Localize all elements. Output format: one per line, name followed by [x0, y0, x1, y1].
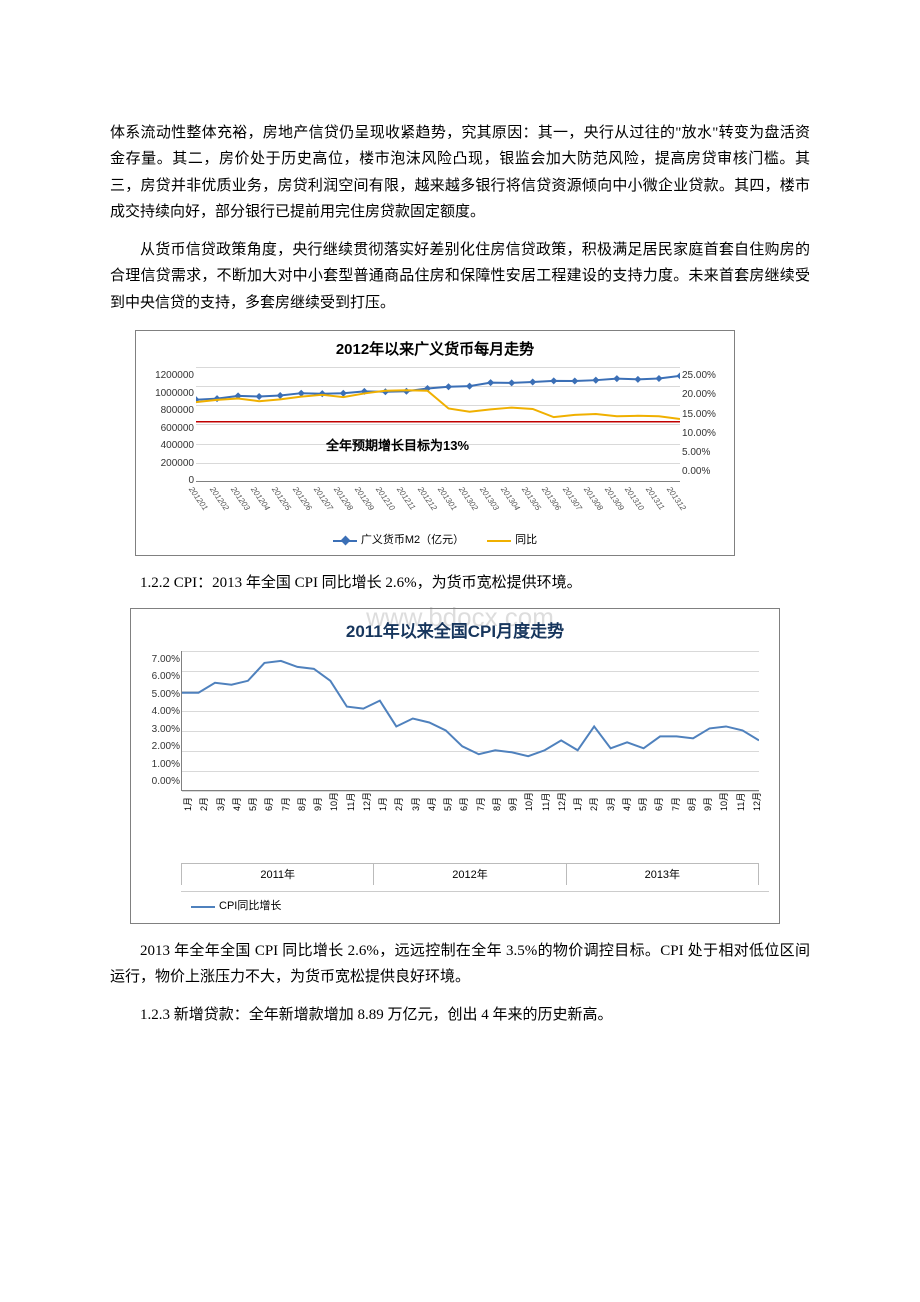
- chart1-legend: 广义货币M2（亿元） 同比: [146, 526, 724, 551]
- legend-yoy: 同比: [515, 531, 537, 550]
- paragraph-2: 从货币信贷政策角度，央行继续贯彻落实好差别化住房信贷政策，积极满足居民家庭首套自…: [110, 237, 810, 316]
- legend-cpi: CPI同比增长: [219, 897, 281, 916]
- chart2-plot-area: 7.00%6.00%5.00%4.00%3.00%2.00%1.00%0.00%: [181, 651, 759, 791]
- chart2-legend: CPI同比增长: [181, 891, 769, 917]
- chart1-title: 2012年以来广义货币每月走势: [146, 337, 724, 363]
- chart1-annotation: 全年预期增长目标为13%: [326, 435, 469, 458]
- paragraph-3: 2013 年全年全国 CPI 同比增长 2.6%，远远控制在全年 3.5%的物价…: [110, 938, 810, 991]
- chart2-title: 2011年以来全国CPI月度走势: [141, 617, 769, 647]
- chart-cpi-trend: 2011年以来全国CPI月度走势 7.00%6.00%5.00%4.00%3.0…: [130, 608, 780, 924]
- chart1-y-left-axis: 120000010000008000006000004000002000000: [148, 367, 194, 481]
- section-1-2-3: 1.2.3 新增贷款：全年新增款增加 8.89 万亿元，创出 4 年来的历史新高…: [110, 1002, 810, 1028]
- legend-m2: 广义货币M2（亿元）: [361, 531, 464, 550]
- section-1-2-2: 1.2.2 CPI：2013 年全国 CPI 同比增长 2.6%，为货币宽松提供…: [110, 570, 810, 596]
- chart1-plot-area: 120000010000008000006000004000002000000 …: [196, 367, 680, 482]
- paragraph-1: 体系流动性整体充裕，房地产信贷仍呈现收紧趋势，究其原因：其一，央行从过往的"放水…: [110, 120, 810, 225]
- chart2-y-axis: 7.00%6.00%5.00%4.00%3.00%2.00%1.00%0.00%: [144, 651, 180, 790]
- chart-m2-trend: 2012年以来广义货币每月走势 120000010000008000006000…: [135, 330, 735, 556]
- chart2-x-axis: 1月2月3月4月5月6月7月8月9月10月11月12月1月2月3月4月5月6月7…: [181, 793, 759, 841]
- chart1-x-axis: 2012012012022012032012042012052012062012…: [196, 484, 680, 498]
- chart1-y-right-axis: 25.00%20.00%15.00%10.00%5.00%0.00%: [682, 367, 722, 481]
- chart2-year-row: 2011年2012年2013年: [181, 863, 759, 885]
